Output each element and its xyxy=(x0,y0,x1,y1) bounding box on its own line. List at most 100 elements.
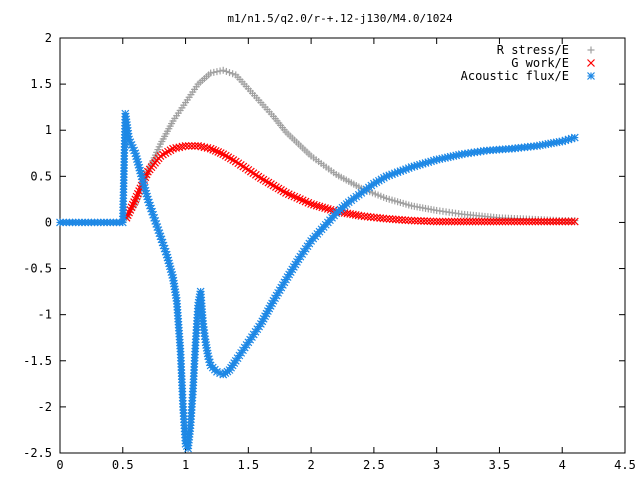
legend-marker xyxy=(587,59,595,67)
data-point xyxy=(395,215,403,224)
data-point xyxy=(184,141,193,150)
x-tick-label: 0 xyxy=(56,458,63,472)
data-point xyxy=(360,212,369,221)
data-point xyxy=(438,217,447,226)
data-point xyxy=(229,70,237,78)
data-point xyxy=(480,217,489,226)
data-point xyxy=(373,213,381,222)
data-point xyxy=(376,214,385,222)
x-tick-label: 4 xyxy=(559,458,566,472)
data-point xyxy=(315,202,324,211)
y-tick-label: 1.5 xyxy=(30,77,52,91)
data-point xyxy=(525,217,534,226)
data-point xyxy=(318,203,327,212)
y-tick-label: 1 xyxy=(45,123,52,137)
x-tick-label: 2 xyxy=(307,458,314,472)
data-point xyxy=(407,216,416,225)
data-point xyxy=(321,204,329,213)
y-tick-label: 2 xyxy=(45,31,52,45)
data-point xyxy=(429,217,438,226)
data-point xyxy=(462,217,471,226)
data-point xyxy=(207,69,215,77)
data-point xyxy=(546,217,555,226)
x-tick-label: 3.5 xyxy=(489,458,511,472)
series-3 xyxy=(56,109,579,453)
data-point xyxy=(441,217,450,226)
axes: 0 0.5 1 1.5 2 2.5 3 3.5 4 4.5 2 1.5 1 0.5 0 -0.5 -1 -1.5 -… xyxy=(23,31,636,472)
data-point xyxy=(391,215,400,224)
data-point xyxy=(561,217,570,226)
data-point xyxy=(510,217,519,226)
data-point xyxy=(213,68,221,76)
chart-title: m1/n1.5/q2.0/r-+.12-j130/M4.0/1024 xyxy=(227,12,453,25)
data-point xyxy=(209,145,218,154)
data-point xyxy=(465,217,474,226)
data-point xyxy=(513,217,522,226)
data-point xyxy=(477,217,486,226)
series-2 xyxy=(122,141,579,226)
data-point xyxy=(453,217,462,226)
legend-label: Acoustic flux/E xyxy=(461,69,569,83)
data-point xyxy=(388,215,397,224)
data-point xyxy=(567,217,576,226)
data-point xyxy=(558,217,567,226)
data-point xyxy=(307,200,316,208)
x-tick-label: 1.5 xyxy=(237,458,259,472)
data-point xyxy=(210,68,218,76)
data-point xyxy=(519,217,528,226)
y-tick-label: -0.5 xyxy=(23,262,52,276)
series-layer xyxy=(56,66,579,453)
data-point xyxy=(537,217,546,226)
data-point xyxy=(516,217,525,226)
data-point xyxy=(357,212,366,220)
y-tick-label: 0.5 xyxy=(30,169,52,183)
data-point xyxy=(531,217,540,226)
data-point xyxy=(495,217,504,226)
y-tick-label: -2.5 xyxy=(23,446,52,460)
data-point xyxy=(312,201,321,210)
data-point xyxy=(385,215,394,223)
data-point xyxy=(216,67,224,75)
y-tick-label: -1.5 xyxy=(23,354,52,368)
data-point xyxy=(382,214,391,223)
x-tick-label: 1 xyxy=(182,458,189,472)
x-tick-label: 2.5 xyxy=(363,458,385,472)
data-point xyxy=(459,217,468,226)
data-point xyxy=(426,217,435,226)
data-point xyxy=(326,205,335,214)
data-point xyxy=(259,314,268,323)
data-point xyxy=(214,148,223,156)
y-tick-label: -2 xyxy=(38,400,52,414)
data-point xyxy=(226,69,233,77)
data-point xyxy=(401,216,410,225)
data-point xyxy=(191,141,199,150)
y-tick-label: -1 xyxy=(38,308,52,322)
legend-marker xyxy=(587,46,595,54)
data-point xyxy=(543,217,552,226)
data-point xyxy=(498,217,507,226)
data-point xyxy=(181,141,190,150)
data-point xyxy=(187,141,196,150)
data-point xyxy=(258,317,267,326)
data-point xyxy=(216,149,225,158)
data-point xyxy=(398,215,407,224)
data-point xyxy=(420,217,429,225)
data-point xyxy=(417,217,425,225)
legend-marker xyxy=(587,72,595,80)
plot-area xyxy=(59,37,626,454)
data-point xyxy=(432,217,441,226)
data-point xyxy=(522,217,531,226)
data-point xyxy=(404,216,413,225)
data-point xyxy=(471,217,480,226)
data-point xyxy=(489,217,498,226)
data-point xyxy=(366,213,375,221)
x-tick-label: 0.5 xyxy=(112,458,134,472)
data-point xyxy=(486,217,495,226)
data-point xyxy=(423,217,432,226)
data-point xyxy=(211,146,220,155)
plot-frame xyxy=(59,37,626,454)
data-point xyxy=(369,213,378,222)
data-point xyxy=(534,217,543,226)
